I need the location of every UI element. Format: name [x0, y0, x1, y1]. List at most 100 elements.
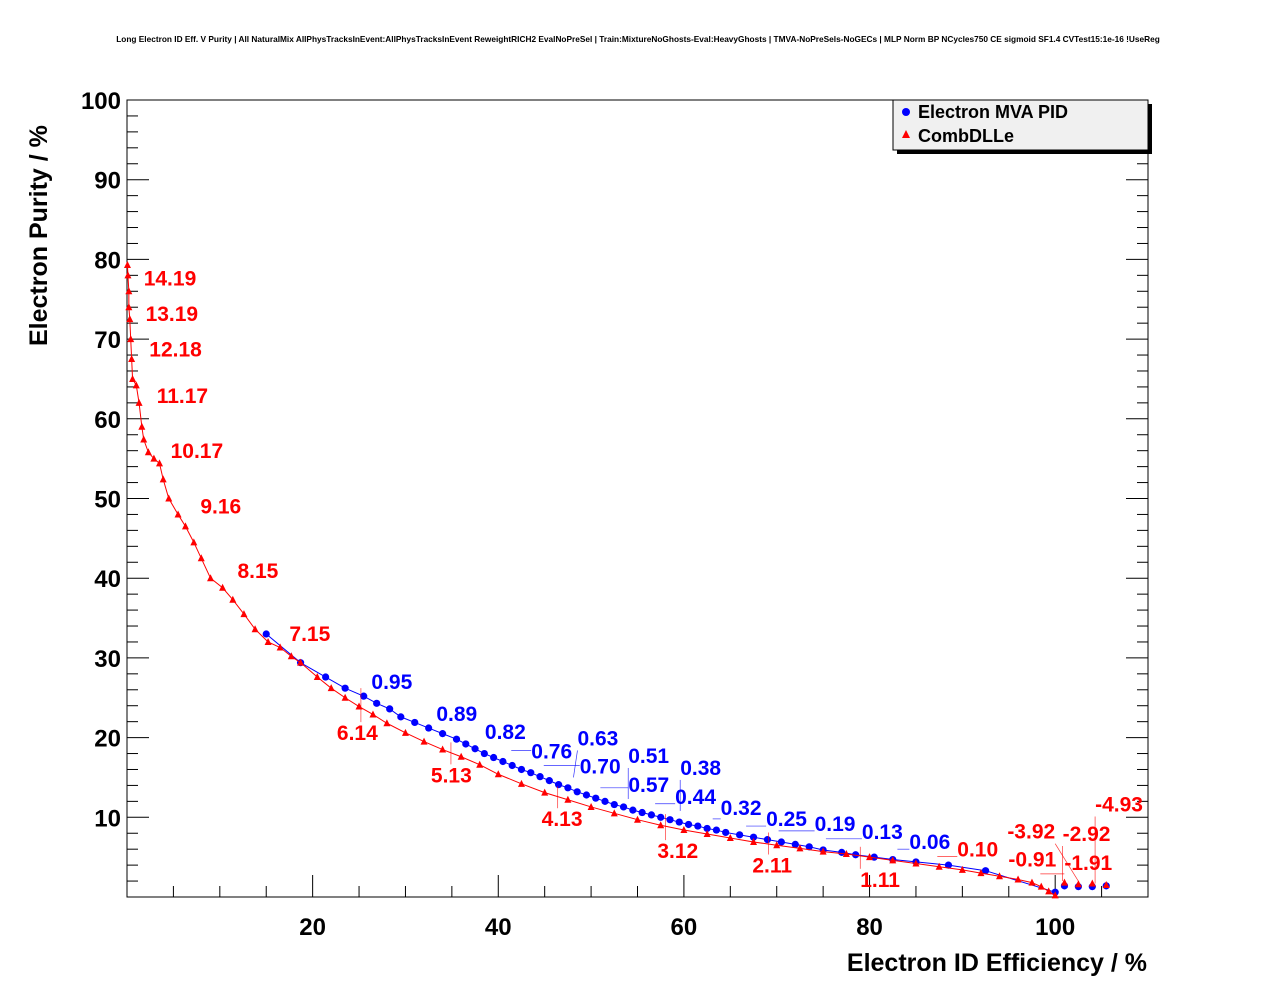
data-point	[726, 834, 734, 842]
data-point	[675, 818, 683, 826]
point-label: 0.19	[815, 813, 856, 836]
y-tick-label: 40	[94, 566, 121, 593]
axes: 20 40 60 80 100 10 20 30 40 50 60 70 80 90 100	[81, 88, 1149, 941]
data-point	[125, 287, 133, 295]
point-label: 0.38	[680, 757, 721, 780]
legend-marker-mva	[902, 108, 910, 116]
data-point	[995, 872, 1003, 880]
x-tick-label: 40	[485, 914, 512, 941]
data-point	[219, 583, 227, 591]
data-point	[1028, 878, 1036, 886]
data-point	[977, 869, 985, 877]
data-point	[125, 303, 133, 311]
data-point	[573, 788, 581, 796]
data-point	[541, 788, 549, 796]
data-point	[712, 826, 720, 834]
data-point	[159, 475, 167, 483]
plot-frame	[126, 99, 1149, 898]
y-tick-label: 20	[94, 726, 121, 753]
y-tick-label: 50	[94, 487, 121, 514]
data-point	[912, 859, 920, 867]
point-label: 0.06	[909, 831, 950, 854]
data-point	[401, 728, 409, 736]
data-point	[425, 724, 433, 732]
x-axis-label: Electron ID Efficiency / %	[847, 949, 1147, 977]
data-point	[174, 510, 182, 518]
data-point	[647, 811, 656, 819]
x-tick-label: 60	[671, 914, 698, 941]
data-point	[452, 735, 461, 743]
data-point	[619, 803, 628, 811]
data-point	[490, 753, 498, 762]
point-label: 0.76	[531, 740, 572, 763]
data-point	[287, 652, 295, 660]
data-point	[499, 757, 507, 766]
point-label: 0.44	[675, 786, 716, 809]
data-point	[144, 448, 152, 456]
point-label: 8.15	[237, 560, 278, 583]
point-label: -0.91	[1008, 849, 1056, 872]
point-label: 4.13	[542, 808, 583, 831]
data-point	[736, 831, 744, 839]
data-point	[373, 699, 381, 707]
data-point	[749, 833, 758, 841]
data-point	[383, 719, 391, 727]
data-point	[439, 745, 447, 753]
point-label: 14.19	[144, 268, 197, 291]
data-point	[494, 770, 502, 778]
data-point	[582, 791, 591, 799]
data-point	[155, 459, 163, 467]
point-label: -1.91	[1064, 852, 1112, 875]
y-tick-label: 70	[94, 327, 121, 354]
data-point	[545, 777, 553, 785]
data-point	[438, 730, 447, 738]
data-point	[564, 795, 572, 803]
data-point	[601, 797, 609, 805]
data-point	[517, 765, 526, 774]
data-point	[264, 637, 272, 645]
data-point	[796, 844, 804, 852]
data-point	[958, 865, 966, 873]
data-point	[1045, 887, 1053, 895]
legend-label-dlle: CombDLLe	[918, 126, 1014, 146]
legend-marker-dlle	[902, 130, 910, 138]
data-point	[127, 335, 135, 343]
data-point	[694, 822, 702, 830]
series-layer	[123, 260, 1110, 899]
data-point	[935, 862, 943, 870]
data-point	[508, 761, 516, 770]
data-point	[369, 710, 377, 718]
data-point	[564, 784, 572, 792]
data-point	[750, 838, 758, 846]
data-point	[386, 705, 394, 713]
data-point	[773, 841, 781, 849]
data-point	[129, 374, 137, 382]
point-label: 5.13	[431, 764, 472, 787]
data-point	[476, 760, 484, 768]
data-point	[135, 398, 143, 406]
data-point	[842, 849, 850, 857]
point-label: 0.13	[862, 821, 903, 844]
data-point	[132, 381, 140, 389]
data-point	[165, 494, 173, 502]
data-point	[944, 861, 953, 869]
point-label: 0.82	[485, 721, 526, 744]
labels-mva-pid: 0.95 0.89 0.820.76 0.70 0.63 0.57 0.51 0.44 0.38…	[371, 671, 950, 854]
point-label: 3.12	[657, 840, 698, 863]
data-point	[629, 806, 637, 814]
data-point	[703, 830, 711, 838]
data-point	[480, 749, 488, 758]
point-label: 0.10	[957, 838, 998, 861]
data-point	[1037, 882, 1045, 890]
data-point	[777, 838, 785, 846]
data-point	[341, 684, 349, 692]
y-tick-label: 10	[94, 805, 121, 832]
data-point	[457, 752, 465, 760]
data-point	[126, 315, 134, 323]
data-point	[722, 828, 730, 837]
point-label: 0.25	[766, 808, 807, 831]
data-point	[680, 826, 688, 834]
y-tick-label: 90	[94, 168, 121, 195]
data-point	[657, 813, 665, 821]
data-point	[610, 809, 618, 817]
